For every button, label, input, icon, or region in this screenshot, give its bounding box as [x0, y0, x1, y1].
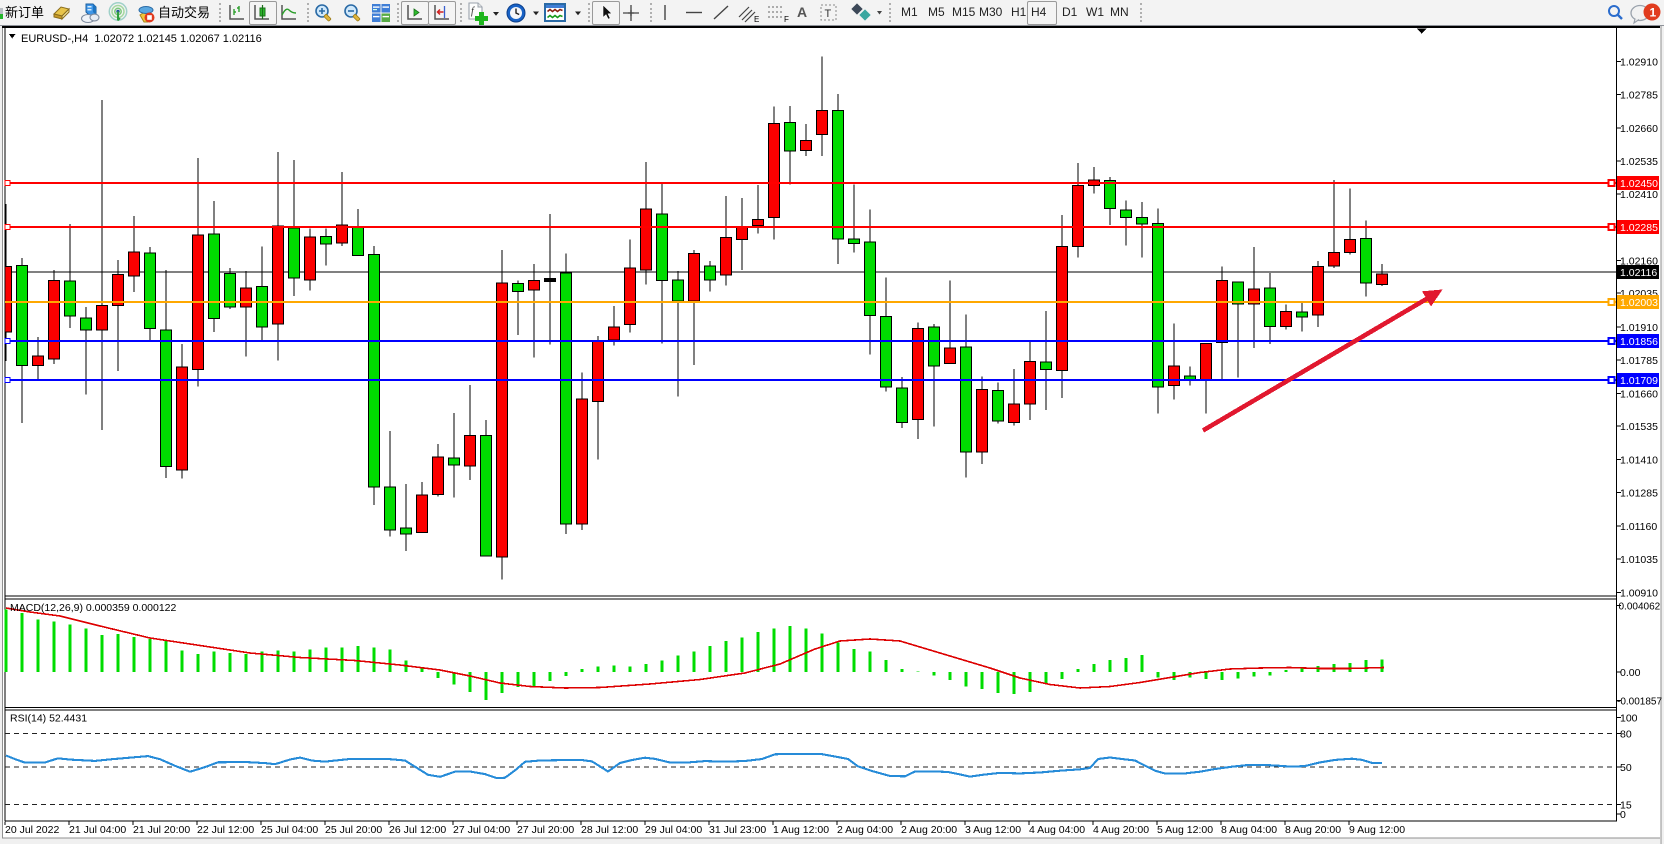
- svg-text:50: 50: [1620, 762, 1632, 774]
- svg-text:1.01910: 1.01910: [1620, 322, 1658, 334]
- svg-text:0.00: 0.00: [1620, 667, 1641, 679]
- svg-text:1.01035: 1.01035: [1620, 554, 1658, 566]
- svg-text:8 Aug 20:00: 8 Aug 20:00: [1285, 824, 1341, 836]
- svg-text:22 Jul 12:00: 22 Jul 12:00: [197, 824, 254, 836]
- svg-text:15: 15: [1620, 800, 1632, 812]
- svg-text:1.02410: 1.02410: [1620, 189, 1658, 201]
- svg-text:0.004062: 0.004062: [1619, 602, 1661, 613]
- svg-text:E: E: [754, 15, 759, 23]
- svg-text:21 Jul 04:00: 21 Jul 04:00: [69, 824, 126, 836]
- svg-text:9 Aug 12:00: 9 Aug 12:00: [1349, 824, 1405, 836]
- svg-text:20 Jul 2022: 20 Jul 2022: [5, 824, 59, 836]
- svg-text:5 Aug 12:00: 5 Aug 12:00: [1157, 824, 1213, 836]
- svg-text:1.01709: 1.01709: [1620, 375, 1658, 387]
- svg-text:1.01410: 1.01410: [1620, 454, 1658, 466]
- svg-text:MACD(12,26,9) 0.000359 0.00012: MACD(12,26,9) 0.000359 0.000122: [10, 602, 177, 614]
- svg-text:1.02660: 1.02660: [1620, 123, 1658, 135]
- svg-text:26 Jul 12:00: 26 Jul 12:00: [389, 824, 446, 836]
- svg-text:EURUSD-,H4 1.02072 1.02145 1.: EURUSD-,H4 1.02072 1.02145 1.02067 1.021…: [21, 33, 262, 45]
- svg-text:-0.001857: -0.001857: [1617, 697, 1662, 708]
- svg-text:29 Jul 04:00: 29 Jul 04:00: [645, 824, 702, 836]
- svg-text:2 Aug 04:00: 2 Aug 04:00: [837, 824, 893, 836]
- svg-text:1: 1: [1650, 6, 1657, 20]
- svg-text:25 Jul 20:00: 25 Jul 20:00: [325, 824, 382, 836]
- svg-text:1.02116: 1.02116: [1620, 267, 1657, 279]
- svg-text:1.01856: 1.01856: [1620, 336, 1658, 348]
- svg-text:4 Aug 20:00: 4 Aug 20:00: [1093, 824, 1149, 836]
- svg-text:1.00910: 1.00910: [1620, 587, 1658, 599]
- svg-text:RSI(14) 52.4431: RSI(14) 52.4431: [10, 713, 87, 725]
- svg-text:1.01160: 1.01160: [1620, 521, 1657, 533]
- svg-text:1.01785: 1.01785: [1620, 355, 1658, 367]
- svg-text:100: 100: [1620, 713, 1638, 725]
- svg-text:27 Jul 20:00: 27 Jul 20:00: [517, 824, 574, 836]
- svg-text:1.02535: 1.02535: [1620, 156, 1658, 168]
- svg-text:1 Aug 12:00: 1 Aug 12:00: [773, 824, 829, 836]
- svg-text:T: T: [825, 8, 832, 20]
- svg-text:8 Aug 04:00: 8 Aug 04:00: [1221, 824, 1277, 836]
- svg-text:1.02910: 1.02910: [1620, 57, 1658, 69]
- svg-text:1.02450: 1.02450: [1620, 178, 1658, 190]
- svg-text:1.01660: 1.01660: [1620, 388, 1658, 400]
- svg-text:27 Jul 04:00: 27 Jul 04:00: [453, 824, 510, 836]
- svg-text:80: 80: [1620, 728, 1632, 740]
- svg-text:1.02785: 1.02785: [1620, 90, 1658, 102]
- svg-text:3 Aug 12:00: 3 Aug 12:00: [965, 824, 1021, 836]
- svg-text:2 Aug 20:00: 2 Aug 20:00: [901, 824, 957, 836]
- svg-text:21 Jul 20:00: 21 Jul 20:00: [133, 824, 190, 836]
- svg-text:1.01285: 1.01285: [1620, 488, 1658, 500]
- svg-text:1.02160: 1.02160: [1620, 255, 1658, 267]
- svg-text:f: f: [471, 6, 475, 17]
- svg-text:0: 0: [1620, 809, 1626, 821]
- svg-text:25 Jul 04:00: 25 Jul 04:00: [261, 824, 318, 836]
- svg-text:31 Jul 23:00: 31 Jul 23:00: [709, 824, 766, 836]
- svg-text:1.01535: 1.01535: [1620, 421, 1658, 433]
- svg-text:4 Aug 04:00: 4 Aug 04:00: [1029, 824, 1085, 836]
- svg-text:1.02003: 1.02003: [1620, 297, 1658, 309]
- svg-text:28 Jul 12:00: 28 Jul 12:00: [581, 824, 638, 836]
- svg-text:F: F: [784, 15, 789, 23]
- svg-text:1.02285: 1.02285: [1620, 222, 1658, 234]
